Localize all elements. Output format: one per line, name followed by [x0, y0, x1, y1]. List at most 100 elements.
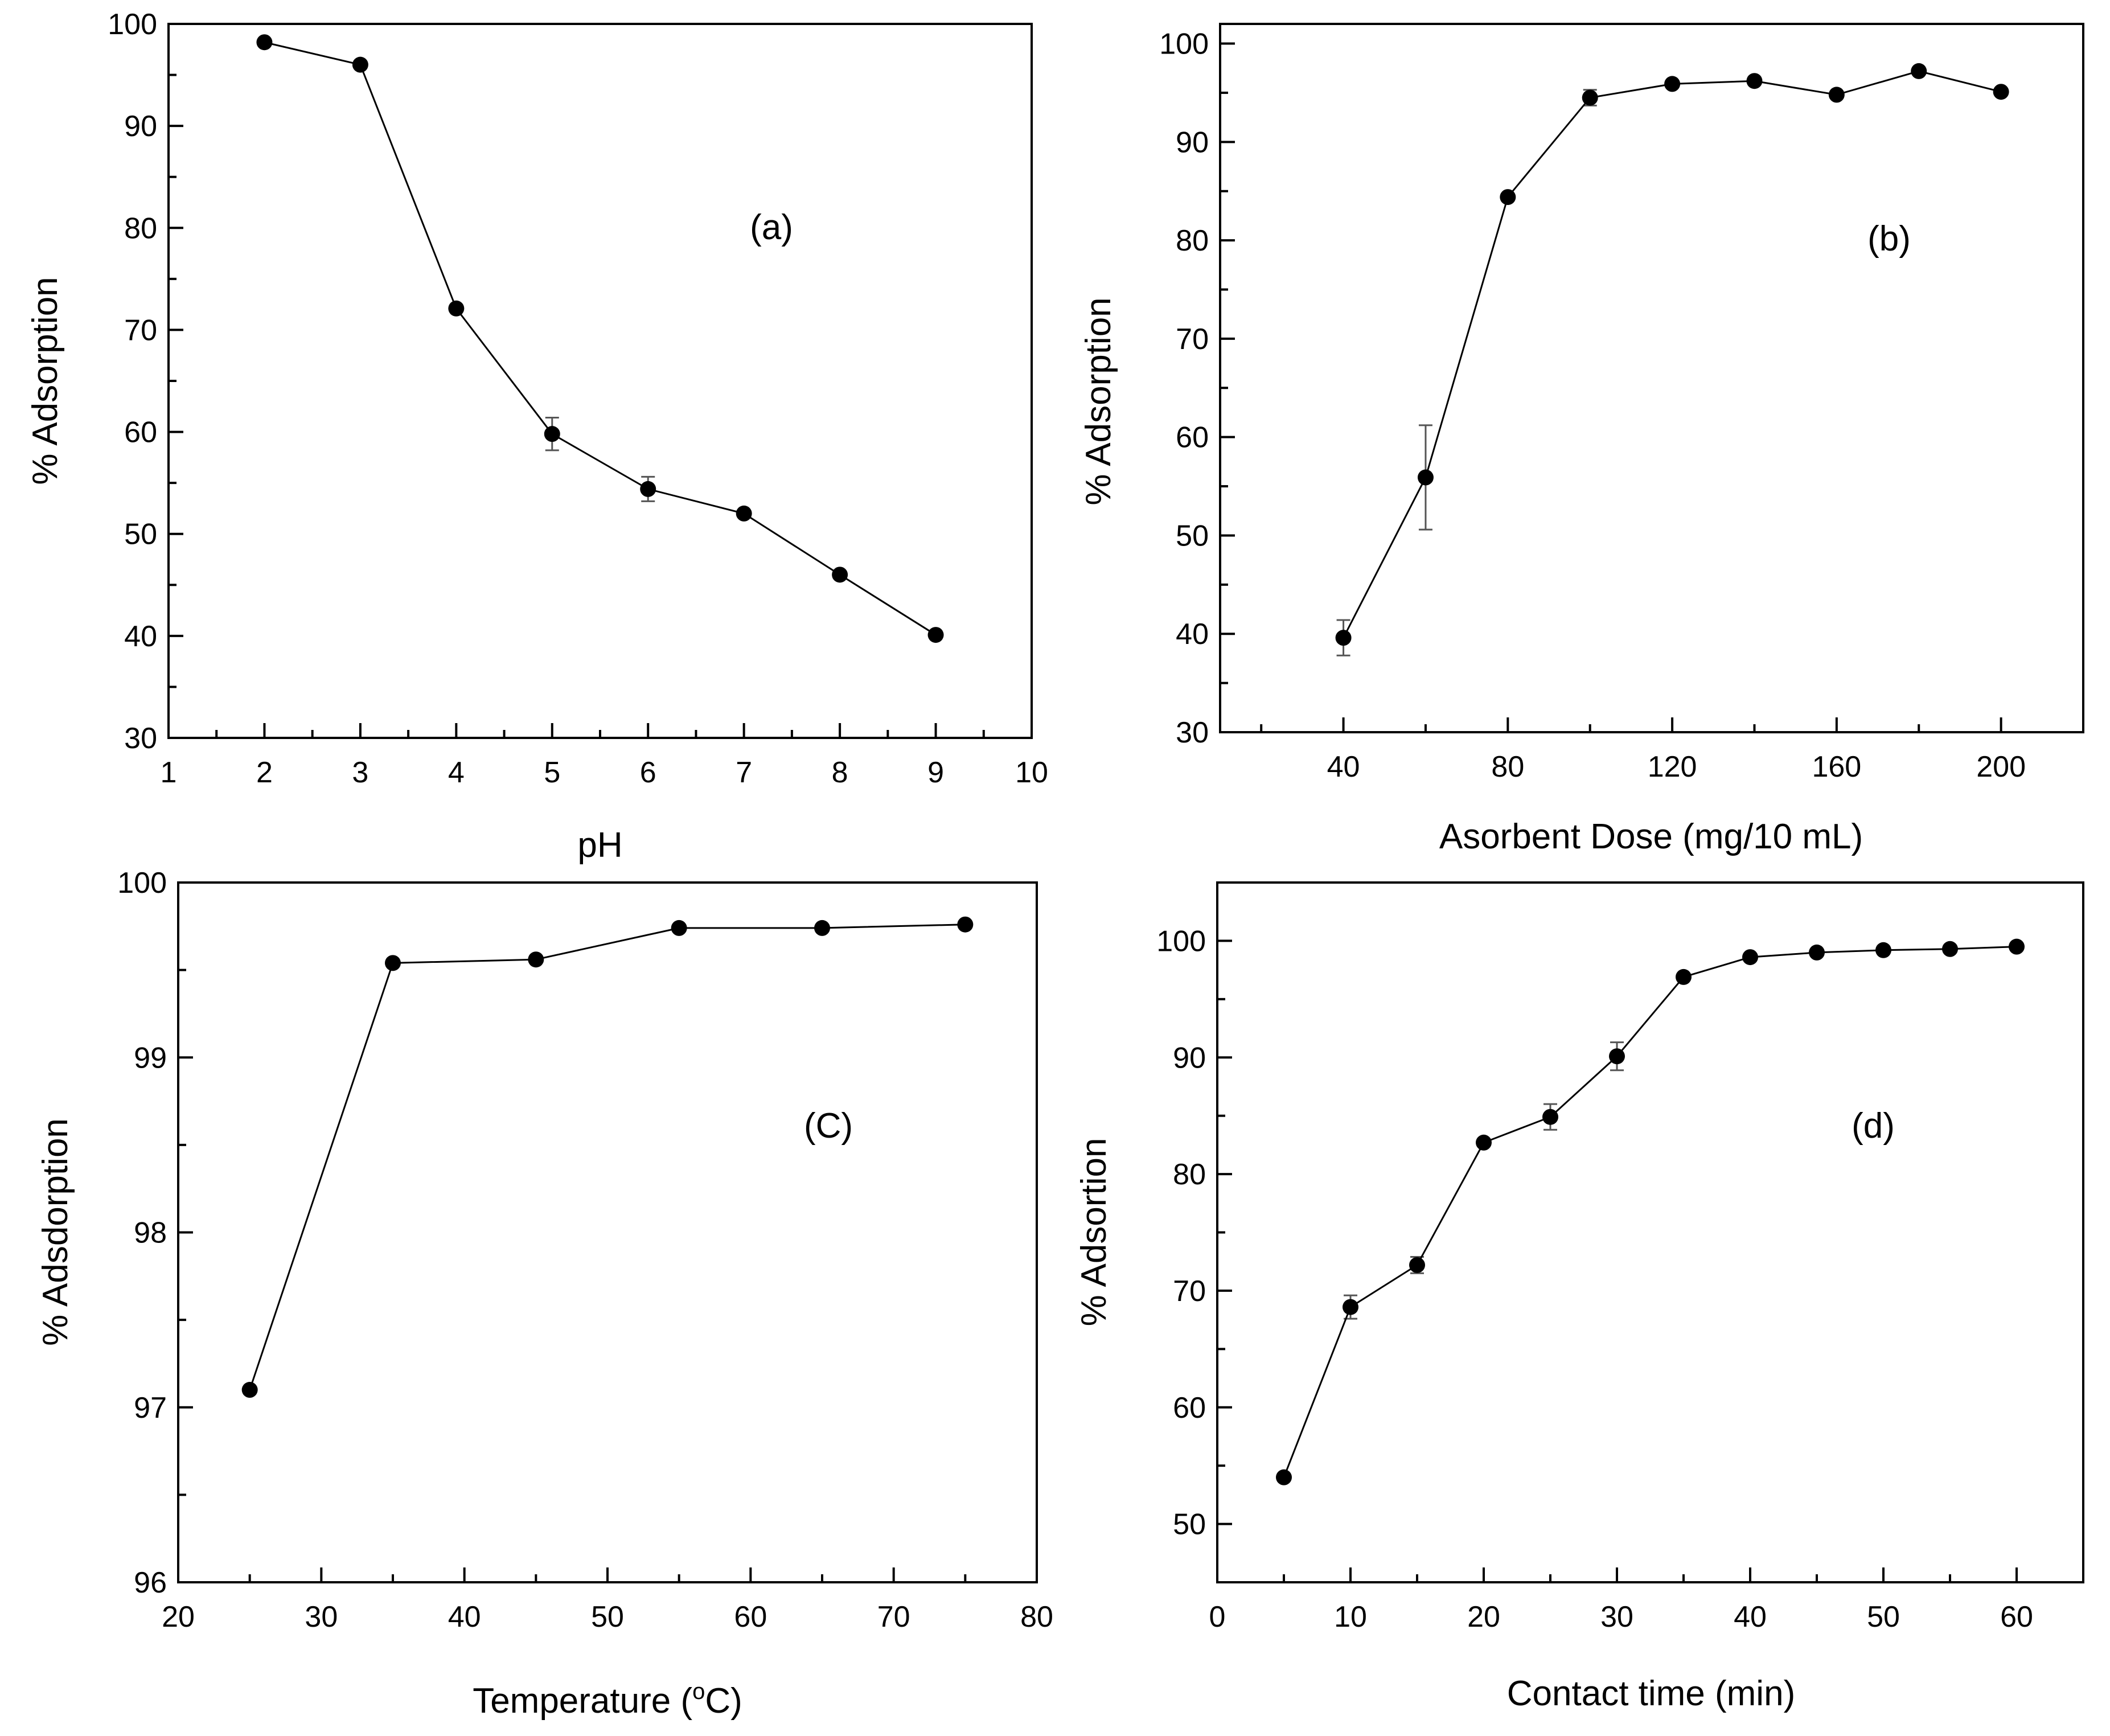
data-point [1828, 87, 1845, 103]
x-tick-label: 80 [1020, 1600, 1053, 1634]
panel-a-ticks: 1 2 3 4 5 6 7 8 9 10 30 40 50 60 70 80 90 100 [108, 8, 1048, 789]
series-line [264, 41, 937, 636]
x-tick-label: 3 [352, 756, 368, 789]
data-point [1582, 89, 1598, 106]
series-line [249, 924, 966, 1390]
x-tick-label: 40 [1327, 750, 1360, 783]
x-tick-label: 40 [1734, 1600, 1767, 1634]
y-tick-label: 90 [1173, 1041, 1206, 1074]
x-tick-label: 4 [448, 756, 465, 789]
y-tick-label: 60 [1176, 421, 1209, 454]
x-tick-label: 20 [1467, 1600, 1500, 1634]
panel-a-label: (a) [750, 208, 793, 247]
y-tick-label: 100 [117, 867, 167, 900]
x-tick-label: 200 [1976, 750, 2026, 783]
x-tick-label: 8 [832, 756, 848, 789]
data-point [2009, 938, 2025, 955]
x-tick-label: 80 [1491, 750, 1524, 783]
x-tick-label: 20 [162, 1600, 195, 1634]
panel-b-series [1343, 70, 2001, 638]
x-tick-label: 1 [161, 756, 177, 789]
panel-a-points [256, 34, 944, 643]
data-point [352, 56, 368, 73]
y-tick-label: 50 [1173, 1508, 1206, 1541]
data-point [528, 951, 544, 968]
panel-a-y-title: % Adsorption [26, 277, 65, 485]
y-tick-label: 99 [134, 1041, 167, 1074]
data-point [1809, 944, 1825, 961]
data-point [671, 920, 687, 936]
panel-b-label: (b) [1867, 219, 1911, 258]
panel-b-x-title: Asorbent Dose (mg/10 mL) [1439, 817, 1863, 856]
data-point [1276, 1469, 1292, 1485]
data-point [241, 1382, 258, 1398]
y-tick-label: 50 [124, 518, 157, 551]
y-tick-label: 96 [134, 1566, 167, 1599]
series-line [1283, 946, 2017, 1478]
panel-d-series [1283, 946, 2017, 1478]
y-tick-label: 50 [1176, 519, 1209, 552]
panel-c-x-title-main: Temperature ( [473, 1681, 692, 1721]
panel-d-ticks: 0 10 20 30 40 50 60 50 60 70 80 90 100 [1156, 925, 2033, 1634]
panel-b-frame [1219, 23, 2084, 733]
data-point [1609, 1048, 1625, 1065]
y-tick-label: 100 [108, 8, 157, 41]
data-point [448, 300, 465, 317]
data-point [1409, 1257, 1425, 1273]
data-point [1875, 942, 1891, 958]
panel-c-label: (C) [804, 1106, 853, 1146]
y-tick-label: 100 [1156, 925, 1206, 958]
panel-b-error-bars [1336, 89, 1597, 656]
y-tick-label: 40 [1176, 618, 1209, 651]
data-point [1911, 63, 1927, 79]
panel-b: 40 80 120 160 200 30 40 50 60 70 80 90 100 (b) Asorb… [1079, 23, 2084, 856]
data-point [1476, 1134, 1492, 1151]
data-point [1500, 189, 1516, 206]
data-point [1417, 469, 1434, 486]
x-tick-label: 30 [1600, 1600, 1633, 1634]
data-point [1542, 1109, 1558, 1125]
panel-c-frame [177, 881, 1038, 1583]
panel-b-y-title: % Adsorption [1079, 297, 1118, 505]
data-point [256, 34, 273, 51]
data-point [832, 567, 848, 583]
panel-a-series [264, 41, 937, 636]
data-point [544, 426, 560, 442]
y-tick-label: 70 [1176, 323, 1209, 356]
y-tick-label: 30 [1176, 716, 1209, 749]
panel-b-ticks: 40 80 120 160 200 30 40 50 60 70 80 90 100 [1159, 28, 2026, 783]
panel-a-error-bars [545, 416, 655, 502]
y-tick-label: 98 [134, 1217, 167, 1250]
data-point [1343, 1299, 1358, 1315]
panel-d-frame [1216, 881, 2084, 1583]
panel-d-x-title: Contact time (min) [1507, 1674, 1795, 1713]
data-point [927, 627, 944, 643]
data-point [1742, 949, 1758, 966]
data-point [957, 916, 974, 933]
x-tick-label: 40 [448, 1600, 481, 1634]
data-point [1942, 941, 1958, 957]
y-tick-label: 90 [124, 110, 157, 143]
x-tick-label: 10 [1015, 756, 1048, 789]
panel-d-label: (d) [1852, 1106, 1895, 1146]
data-point [1746, 73, 1763, 89]
panel-d-points [1276, 938, 2025, 1485]
x-tick-label: 60 [2000, 1600, 2033, 1634]
panel-c-ticks: 20 30 40 50 60 70 80 96 97 98 99 100 [117, 867, 1053, 1634]
panel-d-error-bars [1344, 1041, 1624, 1320]
panel-c-points [241, 916, 974, 1398]
data-point [1335, 630, 1352, 646]
panel-a-x-title: pH [577, 826, 622, 865]
y-tick-label: 40 [124, 620, 157, 653]
data-point [1993, 84, 2009, 100]
y-tick-label: 80 [124, 212, 157, 245]
data-point [640, 481, 656, 497]
panel-c-x-title: Temperature (oC) [473, 1679, 742, 1721]
panel-c-x-title-sup: o [692, 1679, 705, 1704]
panel-c-x-title-end: C) [705, 1681, 742, 1721]
series-line [1343, 70, 2001, 638]
x-tick-label: 2 [256, 756, 273, 789]
x-tick-label: 50 [1867, 1600, 1900, 1634]
panel-c-y-title: % Adsdorption [36, 1118, 75, 1346]
